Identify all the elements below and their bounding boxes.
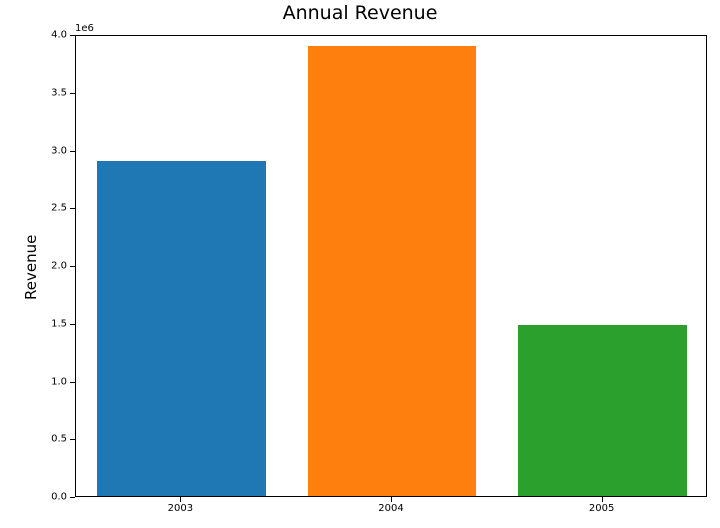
x-tick-label: 2003 [168,503,193,514]
x-tick-label: 2004 [378,503,403,514]
y-tick-mark [70,497,75,498]
y-tick-label: 2.5 [51,203,67,214]
x-tick-mark [391,497,392,502]
y-tick-mark [70,382,75,383]
chart-title: Annual Revenue [0,2,720,24]
y-tick-mark [70,324,75,325]
y-axis-label: Revenue [22,235,40,300]
figure: Annual Revenue 1e6 Revenue 0.0 0.5 1.0 1.5 2… [0,0,720,528]
x-tick-mark [180,497,181,502]
y-tick-mark [70,151,75,152]
x-tick-mark [602,497,603,502]
y-tick-label: 1.5 [51,318,67,329]
y-tick-mark [70,266,75,267]
bar [518,325,687,496]
y-tick-mark [70,93,75,94]
y-scale-exponent: 1e6 [75,23,94,34]
y-tick-label: 0.0 [51,492,67,503]
y-tick-label: 3.5 [51,87,67,98]
y-tick-label: 2.0 [51,261,67,272]
y-tick-label: 3.0 [51,145,67,156]
plot-area [75,35,707,497]
y-tick-label: 4.0 [51,30,67,41]
bar [97,161,266,496]
y-tick-mark [70,35,75,36]
y-tick-mark [70,208,75,209]
y-tick-label: 0.5 [51,434,67,445]
y-tick-label: 1.0 [51,376,67,387]
y-tick-mark [70,439,75,440]
x-tick-label: 2005 [589,503,614,514]
bar [308,46,477,496]
